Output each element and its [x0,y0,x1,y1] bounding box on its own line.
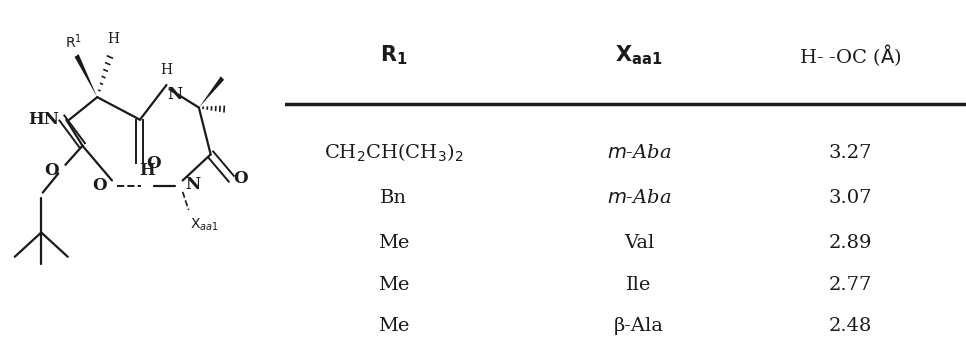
Text: Ile: Ile [626,276,652,294]
Text: N: N [167,86,183,103]
Text: $\mathbf{R_1}$: $\mathbf{R_1}$ [381,44,408,67]
Text: 3.07: 3.07 [829,189,872,207]
Polygon shape [74,54,98,97]
Text: N: N [185,177,200,193]
Text: O: O [233,170,247,187]
Text: β-Ala: β-Ala [614,317,664,335]
Text: H: H [160,64,173,77]
Text: 2.48: 2.48 [829,317,872,335]
Text: Val: Val [624,234,654,252]
Text: 2.77: 2.77 [829,276,872,294]
Text: R$^1$: R$^1$ [65,33,82,51]
Text: O: O [92,177,106,194]
Text: X$_{aa1}$: X$_{aa1}$ [190,217,219,233]
Text: Me: Me [379,317,410,335]
Text: H- -OC ($\rm\AA$): H- -OC ($\rm\AA$) [799,43,901,68]
Text: $m$-Aba: $m$-Aba [607,189,671,207]
Text: Bn: Bn [381,189,408,207]
Text: H: H [107,32,120,46]
Text: H: H [139,162,156,179]
Text: 3.27: 3.27 [829,144,872,162]
Text: CH$_2$CH(CH$_3$)$_2$: CH$_2$CH(CH$_3$)$_2$ [325,142,464,164]
Text: HN: HN [28,111,59,128]
Text: Me: Me [379,234,410,252]
Text: O: O [44,162,59,178]
Text: $m$-Aba: $m$-Aba [607,144,671,162]
Text: Me: Me [379,276,410,294]
Text: O: O [146,155,160,171]
Polygon shape [199,76,224,108]
Text: 2.89: 2.89 [829,234,872,252]
Text: $\mathbf{X_{aa1}}$: $\mathbf{X_{aa1}}$ [615,44,663,67]
